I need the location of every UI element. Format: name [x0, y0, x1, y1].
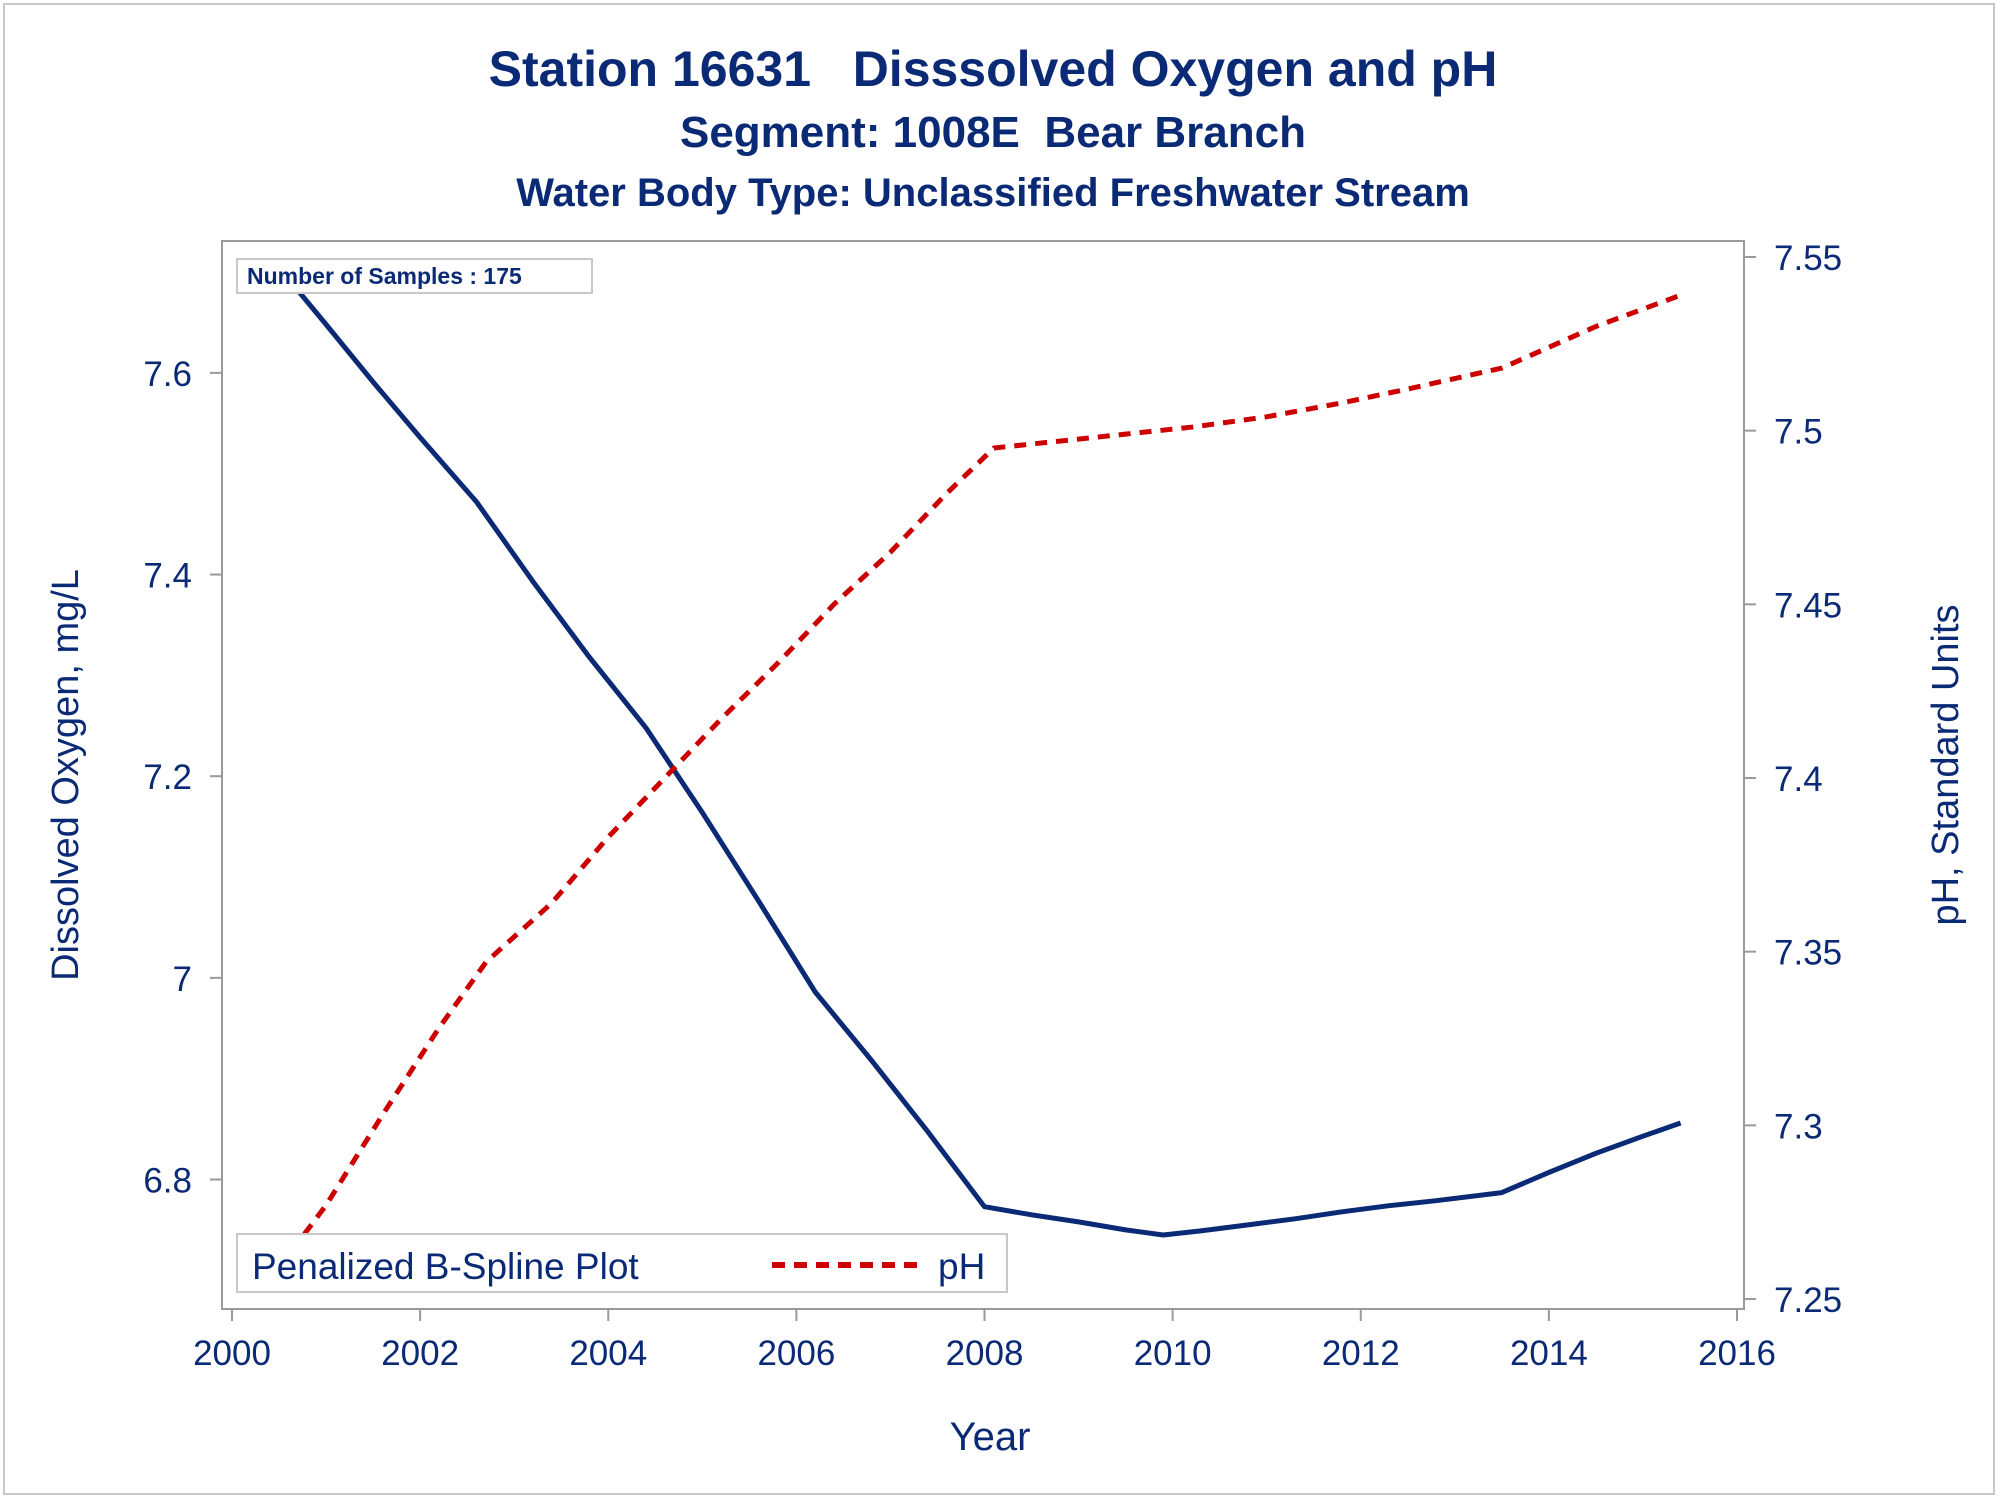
- y-axis-left: 6.8 7 7.2 7.4 7.6: [143, 355, 222, 1201]
- y2-tick-label: 7.55: [1774, 239, 1842, 278]
- y-tick-label: 7.2: [143, 758, 192, 797]
- series-layer: [272, 260, 1682, 1270]
- chart-titles: Station 16631 Disssolved Oxygen and pH S…: [0, 36, 1986, 222]
- legend: Penalized B-Spline Plot pH: [236, 1233, 1008, 1293]
- x-tick-label: 2006: [757, 1334, 835, 1373]
- legend-label-ph: pH: [938, 1246, 985, 1287]
- x-axis: 2000 2002 2004 2006 2008 2010 2012 2014 2016: [193, 1309, 1776, 1373]
- x-tick-label: 2000: [193, 1334, 271, 1373]
- y-axis-right: 7.25 7.3 7.35 7.4 7.45 7.5 7.55: [1744, 239, 1842, 1320]
- legend-box: [236, 1233, 1008, 1293]
- y2-tick-label: 7.3: [1774, 1107, 1823, 1146]
- y2-tick-label: 7.25: [1774, 1281, 1842, 1320]
- chart-title: Station 16631 Disssolved Oxygen and pH: [488, 41, 1498, 97]
- chart-subtitle-segment: Segment: 1008E Bear Branch: [679, 108, 1307, 157]
- chart-subtitle-water-body: Water Body Type: Unclassified Freshwater…: [516, 171, 1470, 215]
- y-tick-label: 7.6: [143, 355, 192, 394]
- y-axis-right-label: pH, Standard Units: [1925, 604, 1967, 925]
- y2-tick-label: 7.5: [1774, 413, 1823, 452]
- x-tick-label: 2008: [946, 1334, 1024, 1373]
- y-tick-label: 7: [173, 960, 192, 999]
- y2-tick-label: 7.45: [1774, 586, 1842, 625]
- y2-tick-label: 7.4: [1774, 760, 1823, 799]
- series-line-dissolved-oxygen: [272, 260, 1682, 1238]
- y-tick-label: 7.4: [143, 557, 192, 596]
- x-tick-label: 2012: [1322, 1334, 1400, 1373]
- x-tick-label: 2014: [1510, 1334, 1588, 1373]
- legend-label-spline: Penalized B-Spline Plot: [252, 1246, 639, 1287]
- x-axis-label: Year: [950, 1415, 1031, 1459]
- sample-count-text: Number of Samples : 175: [247, 263, 522, 289]
- x-tick-label: 2010: [1134, 1334, 1212, 1373]
- x-tick-label: 2002: [381, 1334, 459, 1373]
- y-tick-label: 6.8: [143, 1162, 192, 1201]
- y-axis-left-label: Dissolved Oxygen, mg/L: [45, 569, 87, 981]
- x-tick-label: 2004: [569, 1334, 647, 1373]
- sample-count-box: Number of Samples : 175: [236, 258, 593, 294]
- x-tick-label: 2016: [1698, 1334, 1776, 1373]
- series-line-ph: [277, 292, 1682, 1270]
- y2-tick-label: 7.35: [1774, 934, 1842, 973]
- plot-area: [221, 240, 1745, 1310]
